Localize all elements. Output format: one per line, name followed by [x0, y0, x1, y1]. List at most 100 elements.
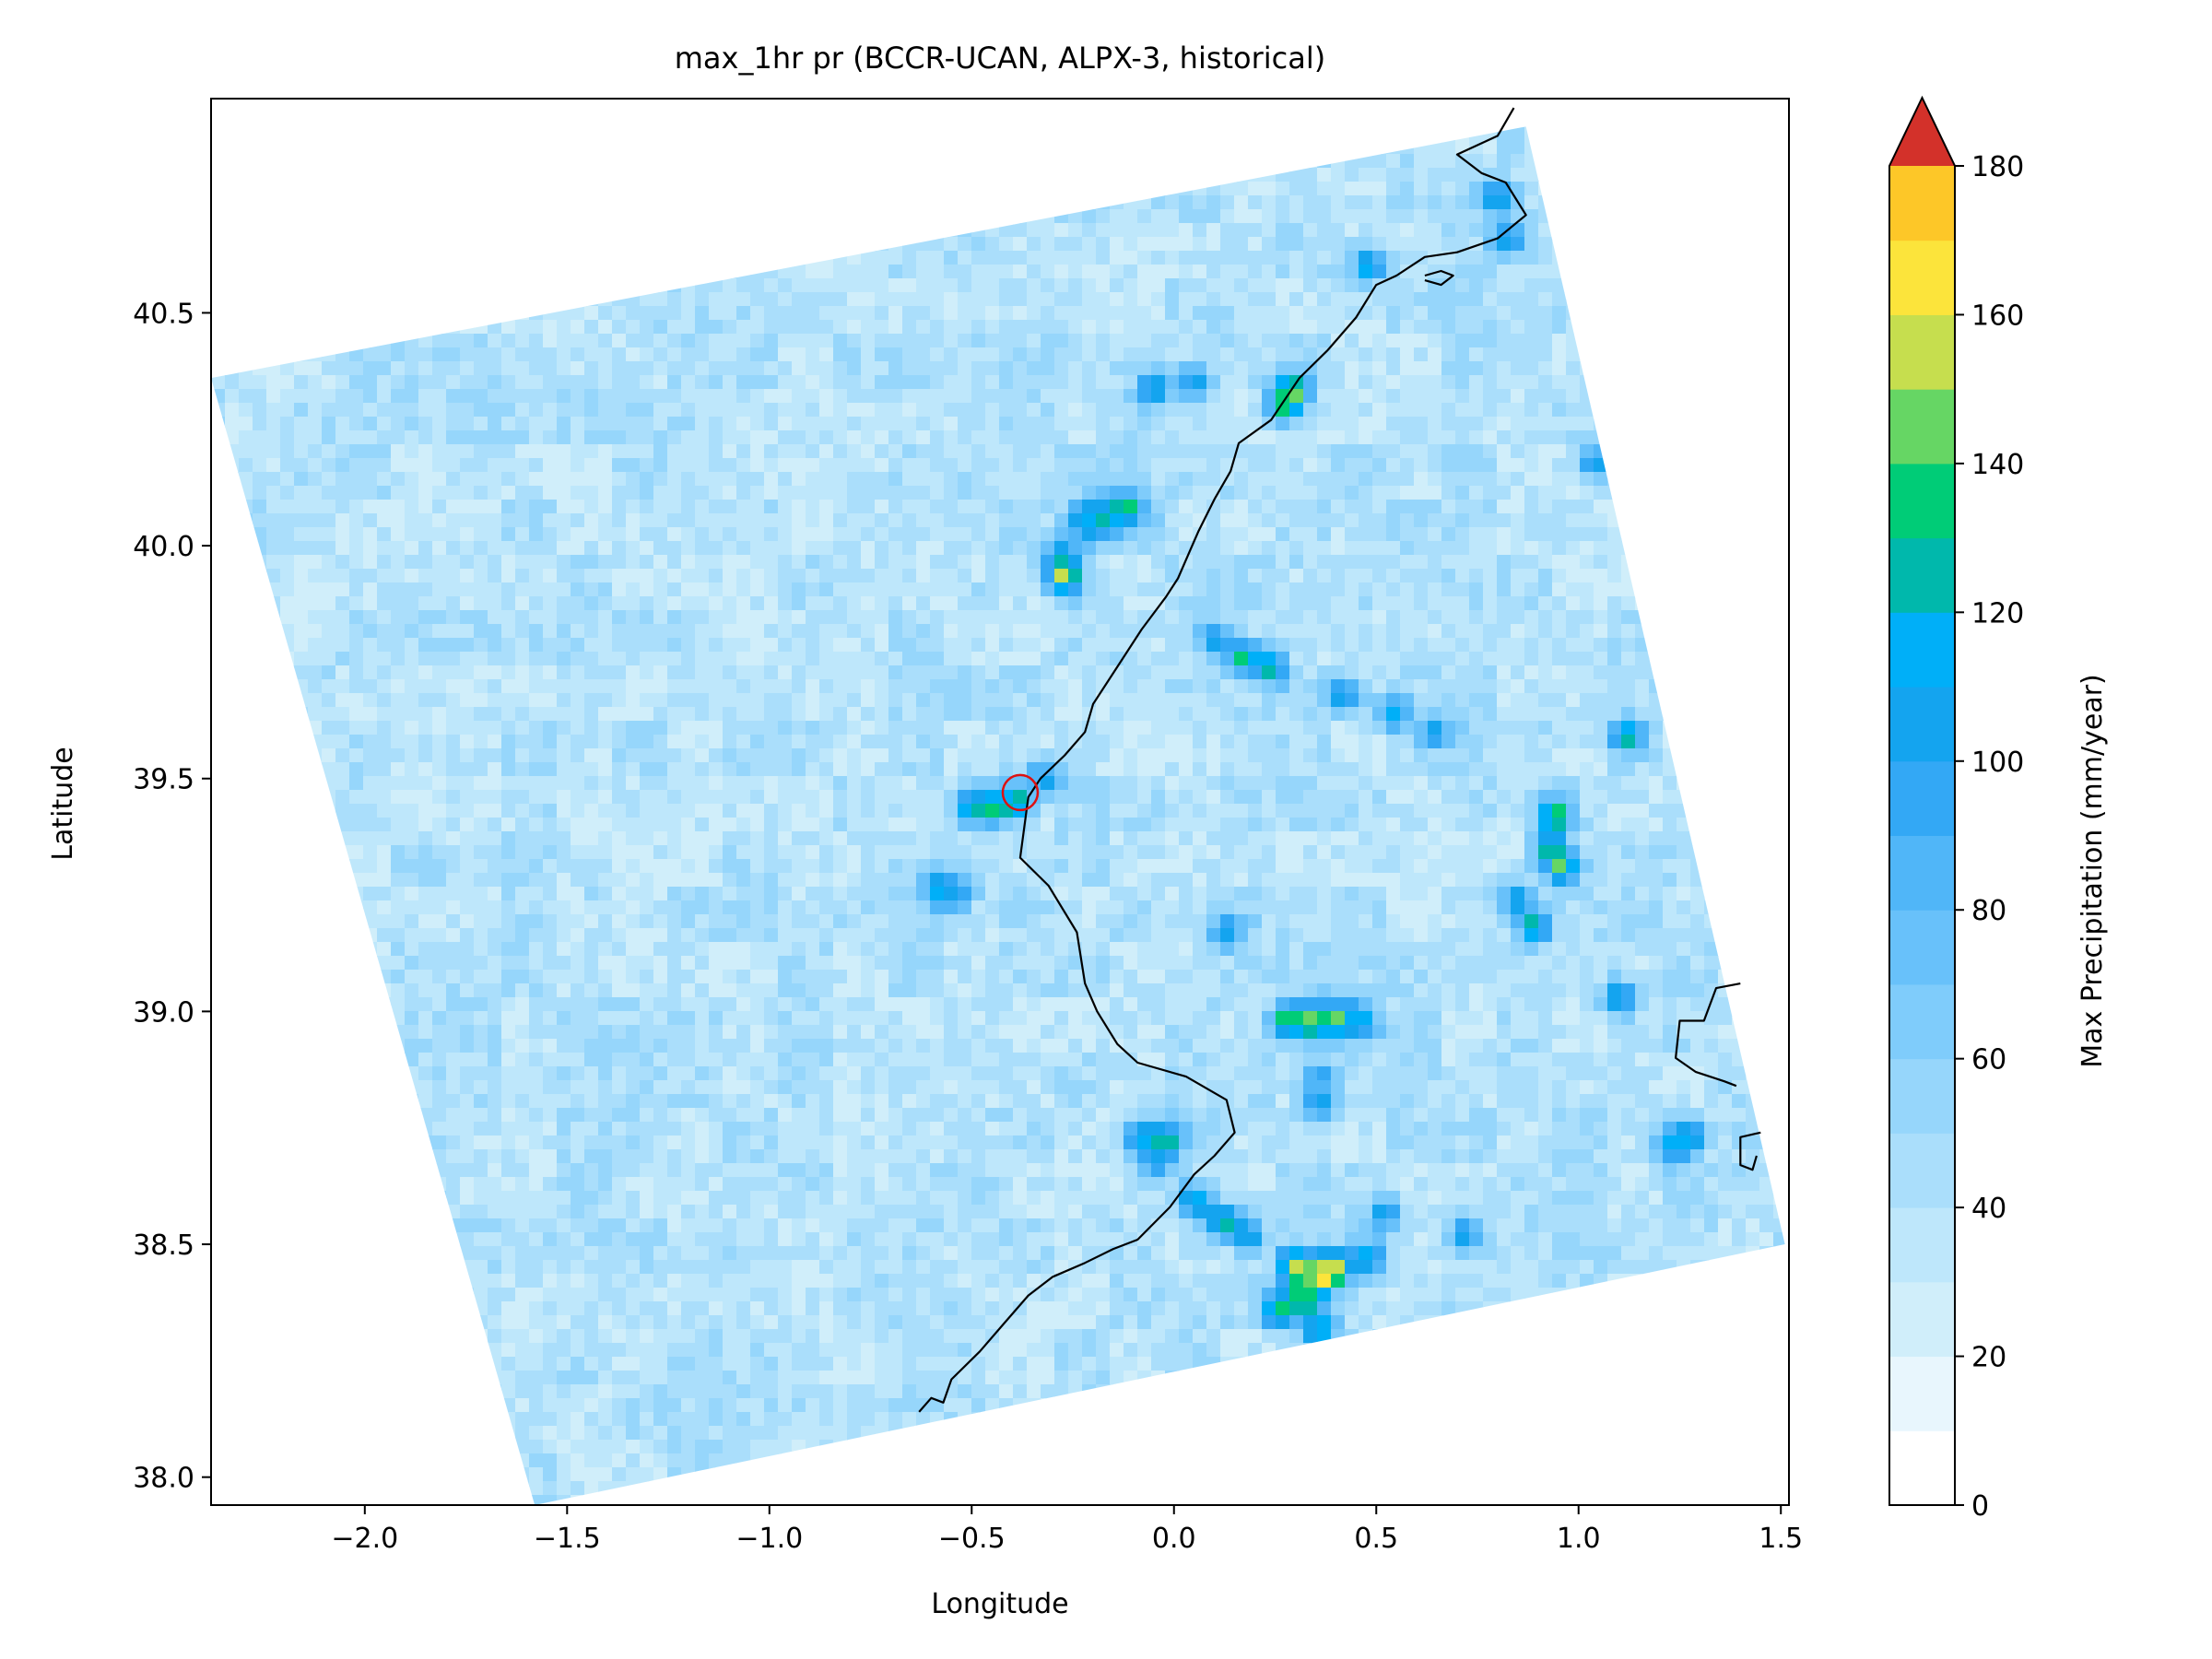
heatmap-cell: [418, 417, 433, 431]
heatmap-cell: [1096, 569, 1111, 583]
heatmap-cell: [1359, 209, 1373, 224]
heatmap-cell: [626, 679, 641, 694]
heatmap-cell: [1455, 486, 1470, 500]
heatmap-cell: [861, 541, 876, 556]
heatmap-cell: [239, 444, 253, 459]
heatmap-cell: [958, 679, 972, 694]
heatmap-cell: [723, 665, 737, 680]
heatmap-cell: [322, 707, 336, 722]
heatmap-cell: [1151, 389, 1166, 404]
heatmap-cell: [1068, 582, 1083, 597]
heatmap-cell: [958, 265, 972, 279]
heatmap-cell: [418, 596, 433, 611]
heatmap-cell: [1414, 596, 1429, 611]
heatmap-cell: [1124, 624, 1138, 639]
heatmap-cell: [723, 389, 737, 404]
heatmap-cell: [598, 624, 613, 639]
heatmap-cell: [1359, 320, 1373, 335]
heatmap-cell: [239, 375, 253, 390]
heatmap-cell: [750, 582, 765, 597]
heatmap-cell: [1428, 168, 1442, 182]
heatmap-cell: [322, 610, 336, 625]
heatmap-cell: [1248, 237, 1263, 252]
heatmap-cell: [529, 679, 544, 694]
heatmap-cell: [1234, 430, 1249, 445]
heatmap-cell: [1220, 403, 1235, 418]
heatmap-cell: [446, 582, 461, 597]
heatmap-cell: [584, 444, 599, 459]
heatmap-cell: [806, 417, 820, 431]
heatmap-cell: [1179, 320, 1194, 335]
heatmap-cell: [1511, 500, 1525, 514]
heatmap-cell: [1124, 444, 1138, 459]
heatmap-cell: [653, 569, 668, 583]
heatmap-cell: [958, 624, 972, 639]
heatmap-cell: [736, 652, 751, 666]
heatmap-cell: [1524, 707, 1539, 722]
heatmap-cell: [488, 610, 502, 625]
heatmap-cell: [681, 610, 696, 625]
heatmap-cell: [1165, 721, 1180, 735]
heatmap-cell: [460, 638, 475, 653]
heatmap-cell: [723, 541, 737, 556]
heatmap-cell: [1359, 389, 1373, 404]
heatmap-cell: [667, 472, 682, 487]
heatmap-cell: [667, 361, 682, 376]
heatmap-cell: [1027, 665, 1041, 680]
heatmap-cell: [1552, 486, 1567, 500]
heatmap-cell: [1262, 458, 1277, 473]
heatmap-cell: [432, 430, 447, 445]
heatmap-cell: [405, 347, 419, 362]
heatmap-cell: [1635, 652, 1650, 666]
heatmap-cell: [1441, 513, 1456, 528]
heatmap-cell: [1386, 320, 1401, 335]
heatmap-cell: [1511, 513, 1525, 528]
heatmap-cell: [861, 334, 876, 348]
heatmap-cell: [1165, 638, 1180, 653]
heatmap-cell: [418, 527, 433, 542]
heatmap-cell: [985, 610, 1000, 625]
heatmap-cell: [432, 361, 447, 376]
heatmap-cell: [1414, 154, 1429, 169]
heatmap-cell: [736, 582, 751, 597]
heatmap-cell: [1179, 665, 1194, 680]
heatmap-cell: [971, 527, 986, 542]
heatmap-cell: [723, 417, 737, 431]
heatmap-cell: [709, 458, 724, 473]
heatmap-cell: [1151, 265, 1166, 279]
heatmap-cell: [1469, 320, 1484, 335]
heatmap-cell: [736, 693, 751, 708]
heatmap-cell: [1552, 472, 1567, 487]
heatmap-cell: [515, 679, 530, 694]
heatmap-cell: [349, 389, 364, 404]
heatmap-cell: [1137, 541, 1152, 556]
heatmap-cell: [612, 693, 627, 708]
heatmap-cell: [1234, 265, 1249, 279]
heatmap-cell: [653, 334, 668, 348]
heatmap-cell: [806, 513, 820, 528]
heatmap-cell: [888, 430, 903, 445]
heatmap-cell: [557, 624, 571, 639]
heatmap-cell: [764, 555, 779, 570]
heatmap-cell: [1469, 444, 1484, 459]
heatmap-cell: [1538, 223, 1553, 238]
heatmap-cell: [792, 596, 806, 611]
heatmap-cell: [667, 624, 682, 639]
heatmap-cell: [640, 569, 654, 583]
heatmap-cell: [930, 361, 945, 376]
heatmap-cell: [875, 582, 889, 597]
heatmap-cell: [709, 624, 724, 639]
heatmap-cell: [1096, 417, 1111, 431]
heatmap-cell: [474, 417, 488, 431]
heatmap-cell: [1027, 278, 1041, 293]
heatmap-cell: [1289, 555, 1304, 570]
heatmap-cell: [1068, 361, 1083, 376]
heatmap-cell: [1414, 679, 1429, 694]
heatmap-cell: [1206, 569, 1221, 583]
heatmap-cell: [971, 278, 986, 293]
heatmap-cell: [1483, 347, 1498, 362]
heatmap-cell: [1331, 361, 1346, 376]
heatmap-cell: [1317, 334, 1332, 348]
heatmap-cell: [529, 430, 544, 445]
heatmap-cell: [294, 513, 309, 528]
